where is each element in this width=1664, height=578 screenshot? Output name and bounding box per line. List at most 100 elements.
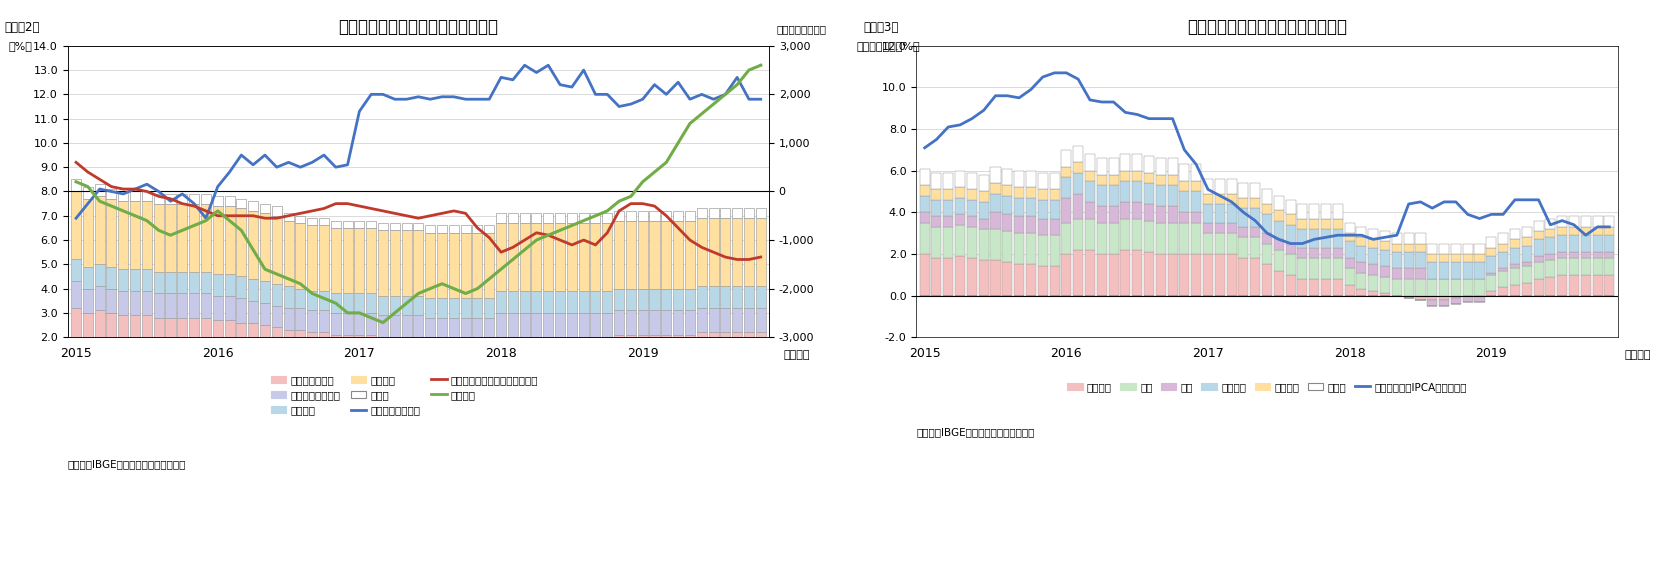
Text: （月次）: （月次）: [1624, 350, 1651, 360]
Bar: [554, 213, 564, 223]
Bar: [389, 296, 399, 316]
Bar: [990, 166, 1000, 183]
Bar: [424, 298, 434, 318]
Bar: [1368, 275, 1378, 291]
Bar: [1379, 277, 1389, 294]
Bar: [1533, 256, 1543, 262]
Bar: [579, 223, 589, 291]
Bar: [684, 221, 694, 288]
Bar: [591, 337, 601, 386]
Bar: [1073, 173, 1083, 194]
Bar: [1426, 295, 1436, 300]
Bar: [165, 318, 175, 386]
Bar: [496, 291, 506, 313]
Bar: [1002, 262, 1012, 295]
Bar: [554, 337, 564, 386]
Bar: [473, 225, 483, 233]
Bar: [1604, 217, 1614, 227]
Bar: [1356, 290, 1366, 295]
Bar: [283, 308, 293, 330]
Bar: [1521, 227, 1531, 238]
Bar: [978, 175, 988, 191]
Bar: [1498, 252, 1508, 269]
Bar: [1426, 254, 1436, 262]
Bar: [306, 332, 316, 386]
Bar: [1060, 150, 1070, 166]
Bar: [1426, 300, 1436, 306]
Bar: [1368, 264, 1378, 275]
Bar: [1556, 252, 1566, 258]
Bar: [1296, 258, 1306, 279]
Bar: [554, 313, 564, 337]
Bar: [1296, 279, 1306, 295]
Bar: [366, 335, 376, 386]
Bar: [118, 201, 128, 269]
Bar: [1085, 250, 1095, 295]
Bar: [201, 294, 211, 318]
Bar: [1379, 294, 1389, 295]
Bar: [1521, 246, 1531, 262]
Bar: [106, 313, 116, 386]
Bar: [1567, 217, 1577, 227]
Bar: [1048, 218, 1058, 235]
Bar: [1166, 223, 1176, 254]
Bar: [755, 332, 765, 386]
Bar: [1120, 154, 1130, 171]
Bar: [319, 225, 329, 291]
Bar: [519, 337, 529, 386]
Bar: [106, 288, 116, 313]
Bar: [943, 227, 953, 258]
Bar: [319, 291, 329, 310]
Bar: [744, 332, 754, 386]
Bar: [436, 340, 446, 386]
Bar: [1333, 279, 1343, 295]
Bar: [176, 272, 188, 294]
Bar: [153, 318, 163, 386]
Text: （出所）IBGE（ブラジル地理統計院）: （出所）IBGE（ブラジル地理統計院）: [68, 460, 186, 469]
Bar: [283, 330, 293, 386]
Bar: [1166, 185, 1176, 206]
Bar: [955, 225, 965, 256]
Bar: [1567, 275, 1577, 295]
Bar: [331, 294, 341, 313]
Bar: [542, 223, 552, 291]
Bar: [153, 294, 163, 318]
Bar: [496, 337, 506, 386]
Bar: [626, 211, 636, 221]
Bar: [1250, 258, 1260, 295]
Bar: [1048, 173, 1058, 190]
Legend: 飲食料品, 住居, 交通, 保健医療, 教養娯楽, その他, インフレ率（IPCA，前年比）: 飲食料品, 住居, 交通, 保健医療, 教養娯楽, その他, インフレ率（IPC…: [1062, 378, 1471, 396]
Bar: [744, 286, 754, 308]
Bar: [1474, 262, 1484, 279]
Bar: [1261, 214, 1271, 233]
Bar: [978, 260, 988, 295]
Bar: [1097, 185, 1107, 206]
Bar: [531, 313, 541, 337]
Bar: [1461, 243, 1473, 254]
Bar: [1215, 223, 1225, 233]
Bar: [1498, 271, 1508, 287]
Bar: [531, 213, 541, 223]
Bar: [990, 183, 1000, 194]
Bar: [519, 313, 529, 337]
Bar: [153, 203, 163, 272]
Bar: [201, 203, 211, 272]
Bar: [696, 218, 706, 286]
Bar: [118, 191, 128, 201]
Bar: [236, 298, 246, 323]
Bar: [1379, 231, 1389, 242]
Bar: [1273, 239, 1283, 250]
Bar: [413, 231, 423, 296]
Bar: [1567, 235, 1577, 252]
Bar: [1025, 264, 1035, 295]
Bar: [1097, 158, 1107, 175]
Bar: [508, 213, 518, 223]
Bar: [1544, 277, 1554, 295]
Bar: [990, 194, 1000, 212]
Bar: [919, 223, 929, 254]
Bar: [1002, 169, 1012, 185]
Bar: [72, 308, 82, 386]
Bar: [1486, 275, 1496, 291]
Bar: [649, 221, 659, 288]
Bar: [1285, 243, 1295, 254]
